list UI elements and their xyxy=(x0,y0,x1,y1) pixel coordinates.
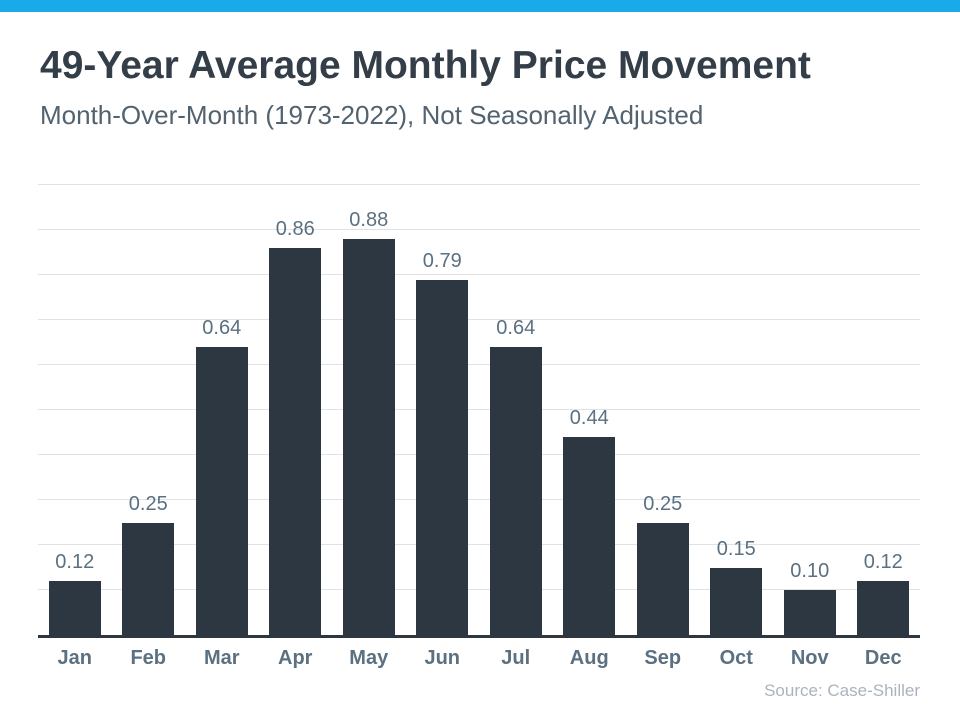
bar-group-mar: 0.64 xyxy=(185,185,259,635)
bar-apr: 0.86 xyxy=(269,218,322,635)
bar-aug: 0.44 xyxy=(563,407,616,635)
x-axis-label-jul: Jul xyxy=(501,647,531,669)
gridline xyxy=(38,454,920,455)
bars-layer: 0.12 0.25 0.64 0.86 0.88 0.79 0.64 0.44 0.25 0.15… xyxy=(38,185,920,635)
bar-value-label: 0.15 xyxy=(716,537,756,560)
bar-group-oct: 0.15 xyxy=(700,185,774,635)
x-axis-label-jun: Jun xyxy=(424,647,461,669)
bar-dec: 0.12 xyxy=(857,551,910,635)
bar-group-apr: 0.86 xyxy=(259,185,333,635)
page-subtitle: Month-Over-Month (1973-2022), Not Season… xyxy=(40,100,704,130)
bar-value-label: 0.64 xyxy=(202,317,242,339)
gridline xyxy=(38,319,920,320)
x-axis-label-dec: Dec xyxy=(864,647,902,669)
x-axis-label-jan: Jan xyxy=(57,647,92,669)
bar-jan: 0.12 xyxy=(48,551,101,635)
x-axis-label-oct: Oct xyxy=(719,647,753,669)
bar-group-jan: 0.12 xyxy=(38,185,112,635)
x-axis-label-apr: Apr xyxy=(278,647,313,669)
bar-value-label: 0.64 xyxy=(496,317,536,339)
bar-value-label: 0.10 xyxy=(790,560,830,582)
bar-group-feb: 0.25 xyxy=(112,185,186,635)
gridline xyxy=(38,229,920,230)
x-axis-label-aug: Aug xyxy=(569,647,609,669)
bar-value-label: 0.12 xyxy=(863,551,903,573)
bar-may: 0.88 xyxy=(342,209,395,635)
source-note: Source: Case-Shiller xyxy=(764,681,920,700)
gridline xyxy=(38,364,920,365)
bar-value-label: 0.88 xyxy=(349,209,389,231)
bar-value-label: 0.44 xyxy=(569,407,609,429)
bar-value-label: 0.25 xyxy=(643,492,683,515)
bar-group-jul: 0.64 xyxy=(479,185,553,635)
page-title: 49-Year Average Monthly Price Movement xyxy=(40,44,811,87)
chart-plot-area: 0.12 0.25 0.64 0.86 0.88 0.79 0.64 0.44 0.25 0.15… xyxy=(38,184,920,638)
bar-group-jun: 0.79 xyxy=(406,185,480,635)
bar-group-sep: 0.25 xyxy=(626,185,700,635)
bar-value-label: 0.25 xyxy=(128,492,168,515)
x-axis-label-nov: Nov xyxy=(790,647,829,669)
bar-mar: 0.64 xyxy=(195,317,248,635)
gridline xyxy=(38,589,920,590)
bar-feb: 0.25 xyxy=(122,493,175,635)
bar-jul: 0.64 xyxy=(489,317,542,635)
gridline xyxy=(38,274,920,275)
x-axis-label-feb: Feb xyxy=(130,647,167,669)
bar-group-dec: 0.12 xyxy=(847,185,921,635)
gridline xyxy=(38,409,920,410)
bar-sep: 0.25 xyxy=(636,493,689,635)
bar-group-may: 0.88 xyxy=(332,185,406,635)
x-axis-line xyxy=(38,635,920,638)
gridline xyxy=(38,499,920,500)
bar-group-nov: 0.10 xyxy=(773,185,847,635)
gridline xyxy=(38,184,920,185)
x-axis-label-may: May xyxy=(349,647,389,669)
accent-top-bar xyxy=(0,0,960,12)
bar-nov: 0.10 xyxy=(783,560,836,635)
x-axis-labels: Jan Feb Mar Apr May Jun Jul Aug Sep Oct Nov Dec xyxy=(38,647,920,670)
bar-oct: 0.15 xyxy=(710,538,763,635)
bar-jun: 0.79 xyxy=(416,250,469,635)
x-axis-label-sep: Sep xyxy=(644,647,682,669)
x-axis-label-mar: Mar xyxy=(203,647,240,669)
bar-value-label: 0.79 xyxy=(422,249,462,272)
bar-value-label: 0.86 xyxy=(275,218,315,240)
bar-group-aug: 0.44 xyxy=(553,185,627,635)
bar-value-label: 0.12 xyxy=(55,551,95,573)
gridline xyxy=(38,544,920,545)
